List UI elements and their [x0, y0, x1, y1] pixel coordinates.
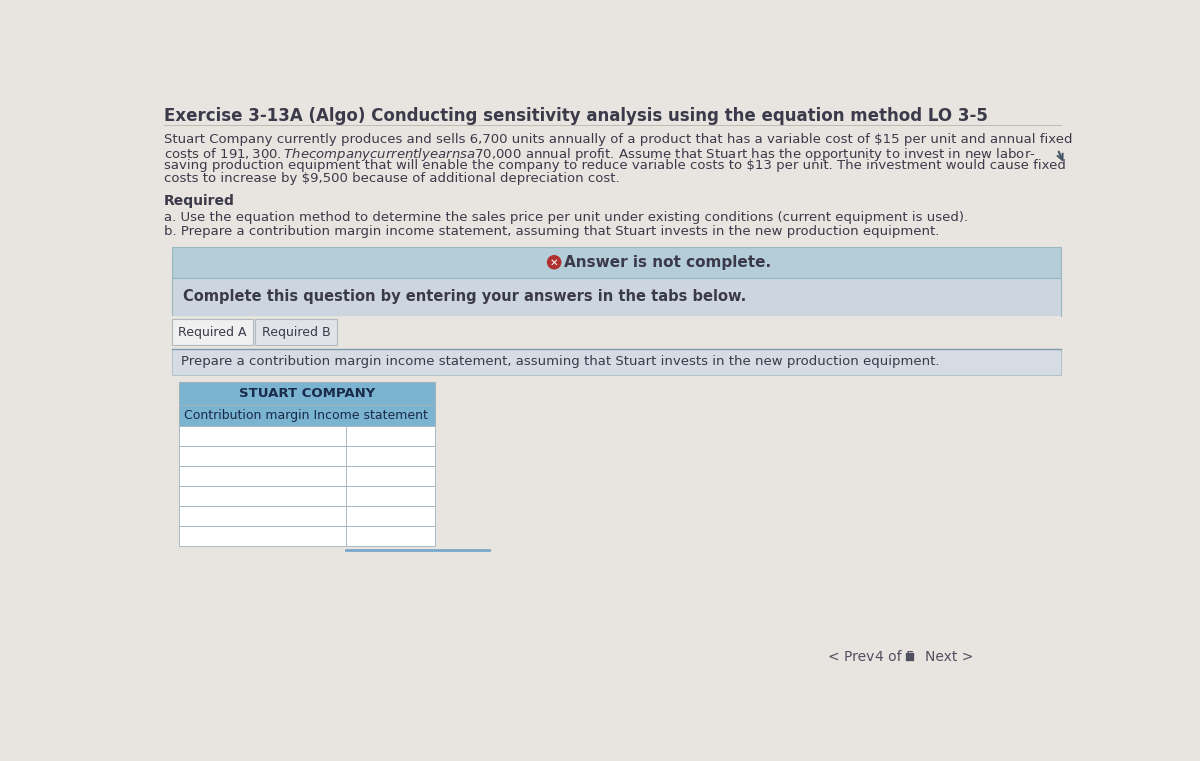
- Text: Stuart Company currently produces and sells 6,700 units annually of a product th: Stuart Company currently produces and se…: [164, 133, 1073, 146]
- Text: ✕: ✕: [550, 257, 558, 267]
- Text: Answer is not complete.: Answer is not complete.: [564, 255, 772, 269]
- Text: Prepare a contribution margin income statement, assuming that Stuart invests in : Prepare a contribution margin income sta…: [181, 355, 940, 368]
- Text: Complete this question by entering your answers in the tabs below.: Complete this question by entering your …: [182, 289, 746, 304]
- Bar: [346, 445, 436, 466]
- Text: costs of $191,300. The company currently earns a $70,000 annual profit. Assume t: costs of $191,300. The company currently…: [164, 146, 1036, 163]
- Bar: [256, 320, 337, 345]
- Text: saving production equipment that will enable the company to reduce variable cost: saving production equipment that will en…: [164, 159, 1066, 172]
- Text: Exercise 3-13A (Algo) Conducting sensitivity analysis using the equation method : Exercise 3-13A (Algo) Conducting sensiti…: [164, 107, 988, 125]
- Bar: [346, 505, 436, 526]
- Bar: [180, 526, 346, 546]
- Bar: [172, 349, 1061, 374]
- Text: Contribution margin Income statement: Contribution margin Income statement: [184, 409, 428, 422]
- Bar: [172, 247, 1061, 278]
- Circle shape: [547, 256, 560, 269]
- Bar: [906, 653, 908, 656]
- Text: b. Prepare a contribution margin income statement, assuming that Stuart invests : b. Prepare a contribution margin income …: [164, 225, 940, 238]
- Bar: [180, 466, 346, 486]
- Bar: [180, 425, 346, 445]
- Bar: [180, 406, 436, 425]
- Text: STUART COMPANY: STUART COMPANY: [239, 387, 376, 400]
- Bar: [180, 505, 346, 526]
- Bar: [346, 486, 436, 505]
- Bar: [172, 320, 253, 345]
- Bar: [346, 526, 436, 546]
- Text: Required A: Required A: [178, 326, 247, 339]
- Bar: [172, 316, 1061, 349]
- Bar: [180, 445, 346, 466]
- Text: Next >: Next >: [925, 650, 973, 664]
- Bar: [911, 653, 913, 656]
- Bar: [906, 658, 908, 661]
- Bar: [172, 278, 1061, 316]
- Bar: [180, 382, 436, 406]
- Bar: [911, 658, 913, 661]
- Text: < Prev: < Prev: [828, 650, 875, 664]
- Bar: [346, 466, 436, 486]
- Text: Required: Required: [164, 195, 235, 209]
- Text: 4 of 5: 4 of 5: [875, 650, 914, 664]
- Text: costs to increase by $9,500 because of additional depreciation cost.: costs to increase by $9,500 because of a…: [164, 172, 619, 185]
- Text: Required B: Required B: [262, 326, 330, 339]
- Bar: [346, 425, 436, 445]
- Bar: [180, 486, 346, 505]
- Text: a. Use the equation method to determine the sales price per unit under existing : a. Use the equation method to determine …: [164, 212, 968, 224]
